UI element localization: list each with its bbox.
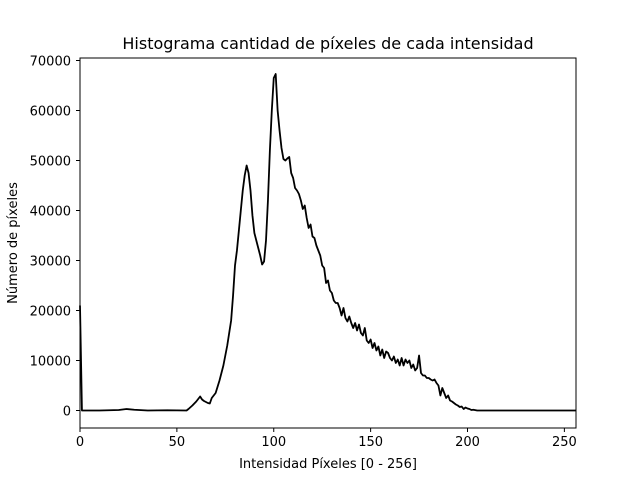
x-tick-label: 250 [552,435,577,450]
chart-title: Histograma cantidad de píxeles de cada i… [122,34,533,53]
y-tick-label: 60000 [30,105,71,120]
series-layer [79,73,576,412]
x-tick-label: 200 [455,435,480,450]
x-tick-label: 0 [76,435,84,450]
y-tick-label: 20000 [30,305,71,320]
x-tick-label: 150 [358,435,383,450]
y-axis-ticks: 0 10000 20000 30000 40000 50000 60000 70000 [30,55,80,420]
x-axis-ticks: 0 50 100 150 200 250 [76,428,577,450]
y-axis-title: Número de píxeles [6,182,21,304]
x-tick-label: 50 [169,435,186,450]
y-tick-label: 40000 [30,205,71,220]
x-tick-label: 100 [261,435,286,450]
histogram-line [79,73,576,412]
y-tick-label: 0 [63,405,71,420]
y-tick-label: 70000 [30,55,71,70]
y-tick-label: 30000 [30,255,71,270]
x-axis-title: Intensidad Píxeles [0 - 256] [239,457,417,472]
y-tick-label: 10000 [30,355,71,370]
plot-area [80,58,576,428]
y-tick-label: 50000 [30,155,71,170]
plot-frame [79,57,577,429]
